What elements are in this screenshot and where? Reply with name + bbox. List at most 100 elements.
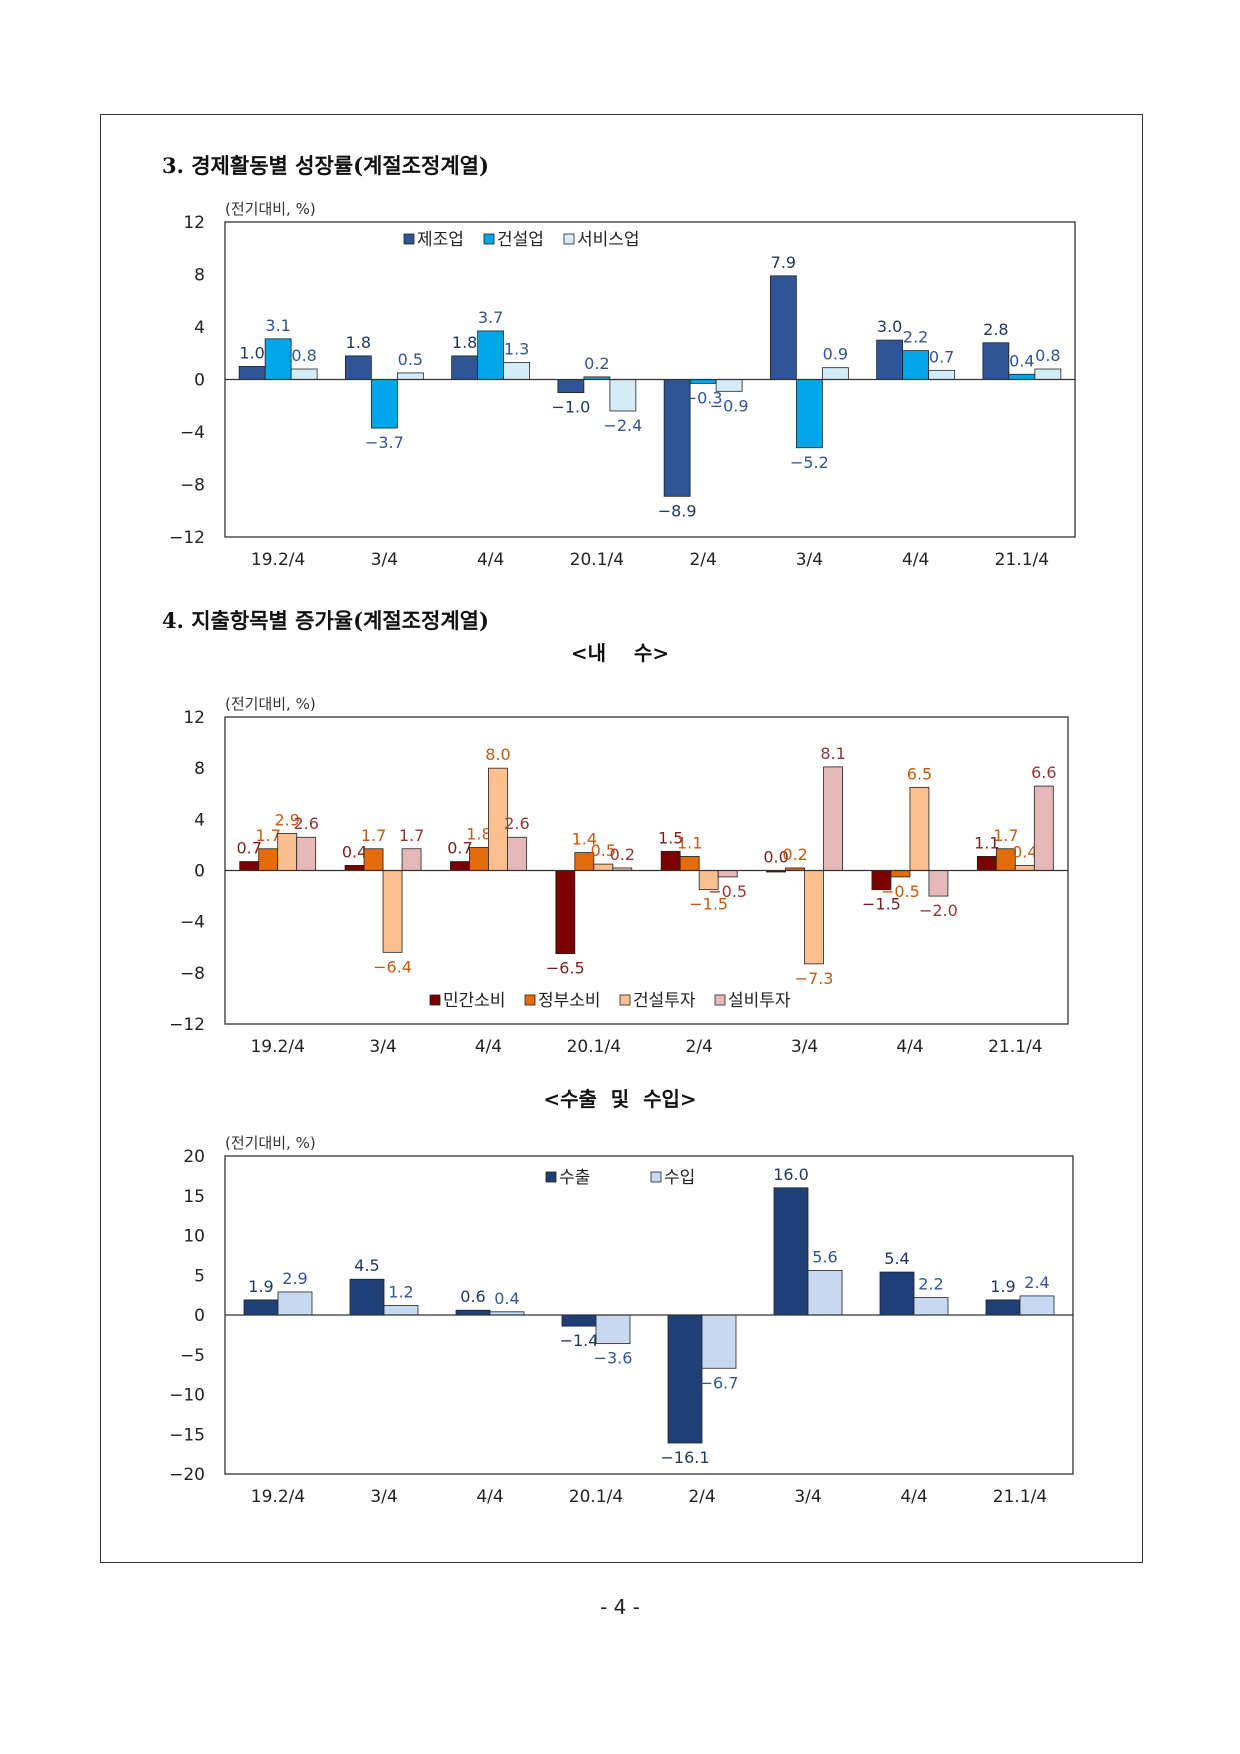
data-label: 1.7 [255,826,280,845]
bar [879,1271,915,1316]
legend-label: 수출 [559,1168,590,1188]
section3-title: 3. 경제활동별 성장률(계절조정계열) [162,153,489,178]
bar [264,338,292,380]
x-tick-label: 21.1/4 [993,1487,1047,1507]
x-tick-label: 3/4 [794,1487,821,1507]
data-label: 0.7 [447,839,472,858]
data-label: 0.4 [1009,351,1034,370]
y-tick-label: 15 [183,1187,205,1207]
data-label: −2.0 [919,901,958,920]
data-label: 1.7 [361,826,386,845]
y-tick-label: 4 [194,810,205,830]
data-label: −0.5 [708,882,747,901]
bar [1033,785,1054,871]
bar [902,350,930,380]
y-tick-label: −12 [169,1015,205,1035]
data-label: −0.5 [881,882,920,901]
legend-swatch [545,1171,557,1183]
data-label: 1.7 [993,826,1018,845]
data-label: 6.5 [907,764,932,783]
data-label: 0.9 [823,345,848,364]
bar [401,848,422,871]
data-label: −7.3 [795,969,834,988]
data-label: −0.3 [684,388,723,407]
bar [363,848,384,871]
data-label: 0.8 [1035,346,1060,365]
data-label: 0.6 [460,1287,485,1306]
data-label: 16.0 [773,1165,809,1184]
x-tick-label: 21.1/4 [988,1037,1042,1057]
data-label: 5.6 [812,1247,837,1266]
bar [277,833,298,871]
bar [701,1314,737,1369]
legend-label: 제조업 [417,230,464,250]
x-tick-label: 3/4 [796,550,823,570]
data-label: 2.2 [903,328,928,347]
chart-exports-imports: (전기대비, %) 20 15 10 5 0 −5 −10 −15 −20 19.2/4 3/4 4/4… [169,1134,1074,1507]
bar [804,870,824,965]
bar [561,1314,597,1327]
data-label: 2.6 [293,814,318,833]
data-label: −8.9 [658,501,697,520]
data-label: 3.7 [478,308,503,327]
y-tick-label: −15 [169,1425,205,1445]
data-label: 1.9 [248,1277,273,1296]
legend-swatch [403,233,415,245]
data-label: 1.4 [572,830,597,849]
data-label: 0.2 [782,845,807,864]
data-label: 1.3 [504,339,529,358]
data-label: 1.8 [452,333,477,352]
bar [238,365,266,380]
y-tick-label: 5 [194,1266,205,1286]
unit-label: (전기대비, %) [225,1134,316,1152]
legend-label: 수입 [664,1168,695,1188]
bar [344,864,365,871]
section4-title: 4. 지출항목별 증가율(계절조정계열) [162,608,489,633]
bar [1019,1295,1055,1316]
bar [663,379,691,497]
legend-label: 민간소비 [443,991,506,1011]
legend-swatch [714,994,726,1006]
data-label: 2.6 [504,814,529,833]
legend-label: 건설투자 [633,991,696,1011]
legend-swatch [563,233,575,245]
x-tick-label: 4/4 [477,550,504,570]
unit-label: (전기대비, %) [225,200,316,218]
x-tick-label: 4/4 [476,1487,503,1507]
data-label: −1.5 [862,895,901,914]
data-label: −1.0 [551,398,590,417]
bar [503,362,531,380]
bar [928,369,956,380]
bar [982,342,1010,380]
y-tick-label: −20 [169,1465,205,1485]
data-label: 0.4 [494,1289,519,1308]
data-label: 0.4 [1012,842,1037,861]
x-tick-label: 3/4 [369,1037,396,1057]
data-label: 1.8 [346,333,371,352]
x-tick-label: 20.1/4 [570,550,624,570]
y-tick-label: −4 [180,913,205,933]
x-tick-label: 21.1/4 [995,550,1049,570]
data-label: −6.7 [700,1373,739,1392]
data-label: 2.4 [1024,1273,1049,1292]
legend-label: 설비투자 [728,991,791,1011]
data-label: 1.1 [677,833,702,852]
data-label: −16.1 [660,1448,709,1467]
data-label: 0.4 [342,842,367,861]
x-tick-label: 2/4 [686,1037,713,1057]
data-label: 1.9 [990,1277,1015,1296]
bar [593,863,614,871]
bar [243,1299,279,1316]
y-tick-label: −8 [180,964,205,984]
data-label: 2.9 [274,810,299,829]
bar [909,786,930,871]
page-frame [100,114,1143,1563]
y-tick-label: 8 [194,266,205,286]
y-tick-label: −8 [180,476,205,496]
data-label: −2.4 [603,416,642,435]
x-tick-label: 3/4 [371,550,398,570]
data-label: 0.7 [929,347,954,366]
bar [795,379,823,449]
x-tick-label: 4/4 [896,1037,923,1057]
data-label: 2.9 [282,1269,307,1288]
